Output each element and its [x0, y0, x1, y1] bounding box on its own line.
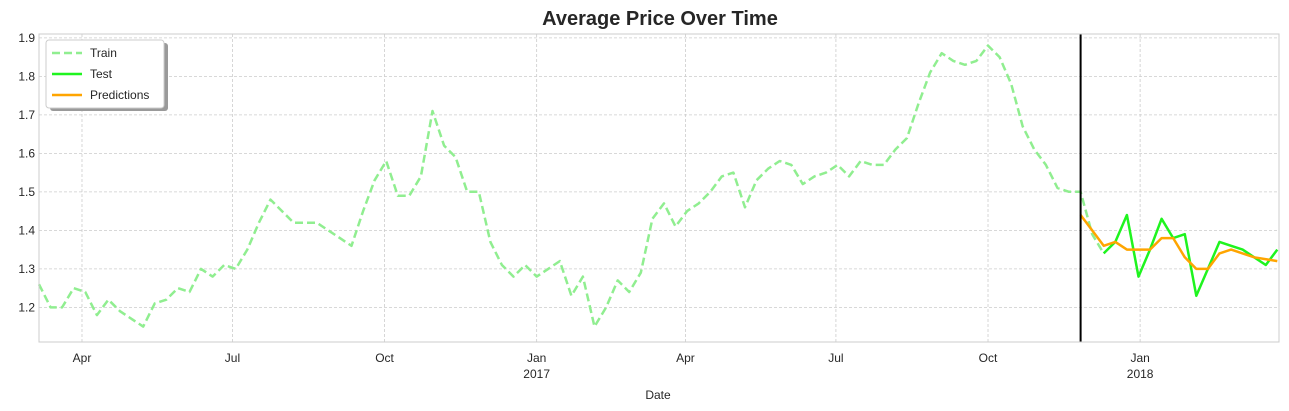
- x-tick-label: Jan: [1130, 351, 1149, 365]
- series-layer: [37, 44, 1279, 328]
- x-axis-label: Date: [645, 388, 671, 402]
- legend-box: [45, 39, 165, 109]
- x-axis-ticks: Apr Jul Oct Jan 2017 Apr Jul Oct Jan 2018: [73, 351, 1154, 381]
- y-tick-label: 1.7: [18, 108, 35, 122]
- y-axis-ticks: 1.2 1.3 1.4 1.5 1.6 1.7 1.8 1.9: [18, 31, 35, 315]
- x-tick-label: Jul: [225, 351, 240, 365]
- x-tick-label: Oct: [979, 351, 998, 365]
- x-tick-label: Oct: [375, 351, 394, 365]
- x-tick-year-label: 2018: [1127, 367, 1154, 381]
- legend-label-predictions: Predictions: [90, 88, 149, 102]
- legend-label-test: Test: [90, 67, 113, 81]
- y-tick-label: 1.6: [18, 146, 35, 160]
- legend-label-train: Train: [90, 46, 117, 60]
- series-line-predictions: [1079, 214, 1278, 271]
- plot-frame: [38, 33, 1280, 343]
- chart-title: Average Price Over Time: [542, 8, 778, 30]
- legend: Train Test Predictions: [45, 39, 168, 111]
- y-tick-label: 1.3: [18, 262, 35, 276]
- x-tick-label: Apr: [73, 351, 92, 365]
- y-tick-label: 1.2: [18, 300, 35, 314]
- x-tick-label: Jul: [828, 351, 843, 365]
- series-line-test: [1102, 213, 1279, 298]
- y-tick-label: 1.8: [18, 69, 35, 83]
- x-tick-label: Apr: [676, 351, 695, 365]
- x-tick-year-label: 2017: [523, 367, 550, 381]
- series-line-train: [37, 44, 1105, 328]
- x-tick-label: Jan: [527, 351, 546, 365]
- grid: [39, 34, 1279, 342]
- y-tick-label: 1.9: [18, 31, 35, 45]
- y-tick-label: 1.5: [18, 185, 35, 199]
- y-tick-label: 1.4: [18, 223, 35, 237]
